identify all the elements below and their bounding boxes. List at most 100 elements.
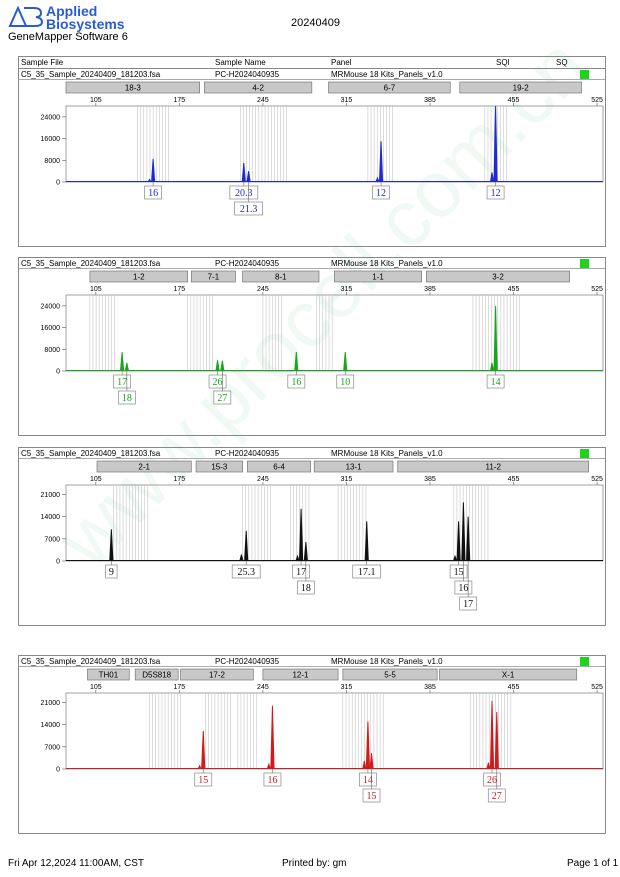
sizing-quality-indicator	[580, 657, 589, 666]
allele-label: 20.3	[235, 188, 253, 199]
allele-label-box	[372, 185, 390, 200]
sizing-quality-indicator	[580, 449, 589, 458]
allele-label-box	[297, 580, 315, 595]
allele-label-box	[487, 788, 506, 803]
allele-label-box	[231, 564, 261, 579]
marker-box	[180, 668, 254, 681]
sample-name: PC-H2024040935	[215, 70, 280, 79]
y-tick-label: 16000	[41, 136, 61, 143]
electropherogram-svg: 18-3 4-2 6-7 19-2 105 175 245 315 385 455 525 0 8000…	[41, 81, 604, 216]
trace-peak	[294, 351, 299, 372]
marker-label: 12-1	[292, 671, 309, 680]
allele-label-box	[229, 185, 259, 200]
allele-label-box	[359, 772, 377, 787]
marker-label: 19-2	[513, 84, 530, 93]
x-tick-label: 315	[341, 476, 353, 483]
y-tick-label: 24000	[41, 114, 61, 121]
marker-label: 13-1	[346, 463, 363, 472]
sample-name: PC-H2024040935	[215, 449, 280, 458]
sample-file: C5_35_Sample_20240409_181203.fsa	[21, 657, 161, 666]
trace-peak	[493, 105, 498, 183]
marker-box	[262, 668, 339, 681]
trace-peak	[151, 158, 156, 183]
sample-file: C5_35_Sample_20240409_181203.fsa	[21, 259, 161, 268]
y-tick-label: 21000	[41, 700, 61, 707]
marker-box	[195, 460, 243, 473]
plot-frame	[65, 692, 604, 770]
panel-name: MRMouse 18 Kits_Panels_v1.0	[331, 70, 443, 79]
trace-peak	[220, 360, 225, 372]
trace-peak	[461, 502, 466, 562]
y-tick-label: 7000	[44, 744, 60, 751]
allele-label: 27	[492, 791, 502, 802]
panel-name: MRMouse 18 Kits_Panels_v1.0	[331, 657, 443, 666]
trace-peak	[365, 721, 371, 770]
trace-peak	[494, 711, 499, 770]
y-tick-label: 14000	[41, 722, 61, 729]
marker-box	[439, 668, 578, 681]
x-tick-label: 245	[257, 97, 269, 104]
trace-peak	[456, 521, 461, 562]
panel-name: MRMouse 18 Kits_Panels_v1.0	[331, 259, 443, 268]
trace-peak	[239, 554, 244, 562]
trace-peak	[452, 554, 458, 562]
allele-label-box	[483, 772, 501, 787]
allele-label-box	[352, 564, 382, 579]
marker-box	[426, 270, 570, 283]
allele-label: 15	[454, 567, 464, 578]
sample-file: C5_35_Sample_20240409_181203.fsa	[21, 449, 161, 458]
marker-box	[242, 270, 320, 283]
marker-label: 7-1	[208, 273, 220, 282]
allele-label-box	[144, 185, 162, 200]
y-tick-label: 16000	[41, 325, 61, 332]
trace-peak	[241, 162, 246, 183]
sample-info-row: C5_35_Sample_20240409_181203.fsa PC-H2024…	[19, 656, 605, 667]
marker-box	[96, 460, 192, 473]
x-tick-label: 525	[591, 476, 603, 483]
x-tick-label: 105	[90, 684, 102, 691]
x-tick-label: 455	[508, 286, 520, 293]
trace-peak	[493, 305, 498, 372]
allele-label-box	[362, 788, 381, 803]
footer-printed-by: Printed by: gm	[282, 858, 347, 869]
allele-label: 16	[148, 188, 158, 199]
sizing-quality-indicator	[580, 259, 589, 268]
trace-peak	[378, 141, 384, 183]
trace-peak	[375, 176, 380, 183]
trace-peak	[266, 762, 271, 770]
y-tick-label: 14000	[41, 514, 61, 521]
y-tick-label: 8000	[44, 347, 60, 354]
y-tick-label: 21000	[41, 492, 61, 499]
col-sample-file: Sample File	[21, 58, 64, 67]
x-tick-label: 175	[174, 97, 186, 104]
marker-box	[89, 270, 189, 283]
marker-label: 1-1	[372, 273, 384, 282]
col-sq: SQ	[556, 58, 568, 67]
plot-frame	[65, 294, 604, 372]
col-sample-name: Sample Name	[215, 58, 266, 67]
electropherogram-svg: TH01 D5S818 17-2 12-1 5-5 X-1 105 175 245 315 385 4…	[41, 668, 604, 803]
marker-label: 1-2	[133, 273, 145, 282]
trace-peak	[215, 360, 220, 372]
marker-label: 11-2	[486, 463, 502, 472]
allele-label: 16	[291, 377, 301, 388]
trace-peak	[124, 362, 129, 372]
trace-peak	[466, 516, 471, 562]
x-tick-label: 105	[90, 476, 102, 483]
trace-peak	[246, 171, 251, 183]
allele-label-box	[213, 390, 232, 405]
y-tick-label: 7000	[44, 536, 60, 543]
allele-label: 17	[117, 377, 127, 388]
x-tick-label: 455	[508, 684, 520, 691]
marker-box	[334, 270, 422, 283]
trace-peak	[197, 764, 202, 770]
allele-label: 18	[122, 393, 132, 404]
x-tick-label: 525	[591, 286, 603, 293]
trace-peak	[369, 753, 374, 770]
allele-label: 15	[366, 791, 376, 802]
x-tick-label: 245	[257, 286, 269, 293]
y-tick-label: 0	[56, 767, 60, 774]
allele-label-box	[459, 596, 478, 611]
allele-label: 17	[296, 567, 306, 578]
marker-label: 15-3	[211, 463, 228, 472]
